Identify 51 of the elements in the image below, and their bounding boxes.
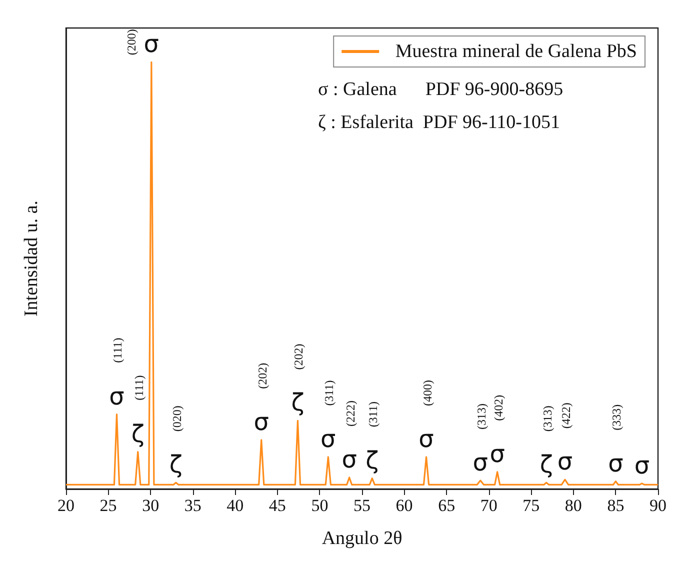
x-tick-label: 75	[522, 496, 540, 515]
annotation: ζ : Esfalerita PDF 96-110-1051	[318, 112, 560, 133]
annotation: (311)	[322, 380, 336, 406]
annotation: σ	[418, 424, 434, 453]
annotation: (111)	[132, 375, 146, 400]
annotation: (400)	[420, 380, 434, 406]
x-tick-label: 80	[564, 496, 582, 515]
annotation: σ	[109, 382, 124, 410]
x-tick-label: 85	[607, 496, 624, 515]
annotation: (311)	[366, 402, 380, 428]
annotation: ζ	[291, 388, 304, 417]
x-tick-label: 60	[396, 496, 413, 515]
annotation: σ	[254, 408, 269, 436]
x-tick-label: 90	[650, 496, 666, 515]
x-tick-label: 25	[100, 496, 117, 515]
x-tick-label: 70	[480, 496, 498, 515]
annotation: ζ	[540, 450, 553, 479]
annotation: (313)	[474, 403, 488, 430]
x-tick-label: 65	[438, 496, 456, 515]
annotation: ζ	[169, 450, 182, 479]
annotation: (422)	[558, 402, 573, 429]
x-tick-label: 50	[311, 496, 328, 515]
annotation: (111)	[110, 338, 125, 363]
x-tick-label: 30	[142, 496, 160, 515]
annotation: (402)	[491, 394, 506, 421]
annotation: σ	[490, 440, 505, 468]
annotation: σ	[342, 445, 357, 474]
annotation: σ : Galena PDF 96-900-8695	[318, 79, 564, 100]
annotation: ζ	[366, 446, 379, 474]
annotation: (333)	[610, 404, 624, 430]
x-tick-label: 45	[268, 496, 286, 515]
text: (200)	[124, 29, 138, 56]
annotation: σ	[144, 30, 160, 58]
y-axis-title: Intensidad u. a.	[21, 200, 42, 317]
x-tick-label: 40	[226, 496, 244, 515]
annotation: (020)	[170, 406, 184, 432]
x-tick-label: 55	[354, 496, 370, 515]
annotation: (313)	[540, 406, 554, 432]
annotation: σ	[634, 451, 650, 480]
x-tick-label: 35	[184, 496, 202, 515]
annotation: σ	[608, 449, 624, 478]
annotation: σ	[320, 424, 336, 453]
annotation: (222)	[343, 400, 358, 426]
x-tick-label: 20	[58, 496, 74, 515]
legend-label: Muestra mineral de Galena PbS	[395, 41, 637, 62]
annotation: (202)	[292, 344, 306, 370]
annotation: ζ	[131, 420, 144, 448]
annotation: (202)	[255, 362, 270, 389]
annotation: σ	[557, 448, 573, 476]
x-axis-title: Angulo 2θ	[322, 528, 402, 549]
annotation: σ	[472, 448, 488, 476]
